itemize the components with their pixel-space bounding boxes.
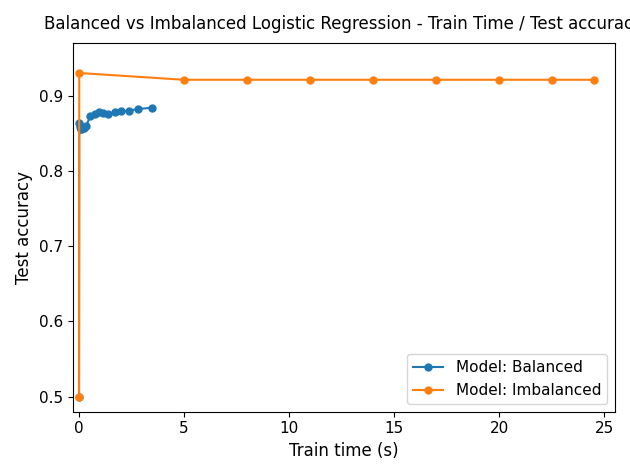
Model: Imbalanced: (20, 0.921): Imbalanced: (20, 0.921) [495, 77, 503, 83]
Model: Balanced: (0.35, 0.86): Balanced: (0.35, 0.86) [83, 123, 90, 129]
Y-axis label: Test accuracy: Test accuracy [15, 171, 33, 284]
Model: Balanced: (0.12, 0.855): Balanced: (0.12, 0.855) [77, 127, 85, 133]
Model: Imbalanced: (5, 0.921): Imbalanced: (5, 0.921) [180, 77, 188, 83]
Model: Balanced: (0.25, 0.857): Balanced: (0.25, 0.857) [80, 125, 88, 131]
Model: Balanced: (0.02, 0.863): Balanced: (0.02, 0.863) [76, 121, 83, 126]
Line: Model: Balanced: Model: Balanced [76, 104, 156, 400]
Model: Balanced: (0.18, 0.857): Balanced: (0.18, 0.857) [79, 125, 86, 131]
Model: Imbalanced: (8, 0.921): Imbalanced: (8, 0.921) [243, 77, 251, 83]
Model: Balanced: (0.05, 0.858): Balanced: (0.05, 0.858) [76, 124, 84, 130]
Model: Balanced: (0.08, 0.856): Balanced: (0.08, 0.856) [77, 126, 84, 132]
Model: Imbalanced: (14, 0.921): Imbalanced: (14, 0.921) [369, 77, 377, 83]
X-axis label: Train time (s): Train time (s) [289, 442, 399, 460]
Model: Imbalanced: (17, 0.921): Imbalanced: (17, 0.921) [432, 77, 440, 83]
Legend: Model: Balanced, Model: Imbalanced: Model: Balanced, Model: Imbalanced [407, 354, 607, 404]
Model: Imbalanced: (22.5, 0.921): Imbalanced: (22.5, 0.921) [548, 77, 556, 83]
Title: Balanced vs Imbalanced Logistic Regression - Train Time / Test accuracy: Balanced vs Imbalanced Logistic Regressi… [44, 15, 630, 33]
Model: Imbalanced: (11, 0.921): Imbalanced: (11, 0.921) [306, 77, 314, 83]
Model: Balanced: (0.55, 0.873): Balanced: (0.55, 0.873) [86, 113, 94, 119]
Model: Balanced: (2.8, 0.882): Balanced: (2.8, 0.882) [134, 106, 142, 112]
Model: Imbalanced: (24.5, 0.921): Imbalanced: (24.5, 0.921) [590, 77, 598, 83]
Model: Balanced: (1.15, 0.877): Balanced: (1.15, 0.877) [100, 110, 107, 116]
Model: Imbalanced: (0.01, 0.5): Imbalanced: (0.01, 0.5) [75, 394, 83, 399]
Model: Balanced: (0.01, 0.5): Balanced: (0.01, 0.5) [75, 394, 83, 399]
Model: Balanced: (3.5, 0.884): Balanced: (3.5, 0.884) [149, 105, 156, 111]
Line: Model: Imbalanced: Model: Imbalanced [76, 69, 597, 400]
Model: Balanced: (1.7, 0.878): Balanced: (1.7, 0.878) [111, 109, 118, 115]
Model: Balanced: (2, 0.879): Balanced: (2, 0.879) [117, 108, 125, 114]
Model: Balanced: (2.4, 0.88): Balanced: (2.4, 0.88) [125, 108, 133, 114]
Model: Imbalanced: (0.02, 0.93): Imbalanced: (0.02, 0.93) [76, 70, 83, 76]
Model: Balanced: (1.4, 0.875): Balanced: (1.4, 0.875) [105, 112, 112, 117]
Model: Balanced: (0.75, 0.876): Balanced: (0.75, 0.876) [91, 111, 98, 116]
Model: Balanced: (0.95, 0.878): Balanced: (0.95, 0.878) [95, 109, 103, 115]
